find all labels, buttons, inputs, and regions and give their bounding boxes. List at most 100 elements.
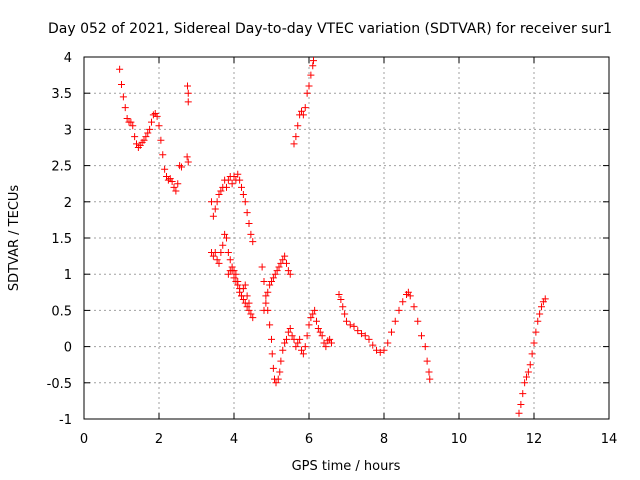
data-point [243, 209, 251, 217]
data-point [298, 346, 305, 354]
data-point [176, 162, 184, 170]
data-point [129, 122, 137, 130]
data-point [232, 270, 240, 278]
data-point [388, 328, 395, 336]
y-tick-labels: -1 -0.5 0 0.5 1 1.5 2 2.5 3 3.5 4 [47, 51, 72, 428]
data-point [406, 292, 414, 300]
data-point [524, 368, 532, 376]
data-point [266, 281, 274, 289]
data-point [519, 390, 527, 398]
data-point [223, 183, 230, 191]
data-point [184, 98, 192, 106]
data-point [313, 317, 320, 325]
data-point [228, 263, 236, 271]
data-point [260, 306, 268, 314]
y-tick-label: 0 [64, 341, 72, 356]
data-point [358, 330, 365, 338]
data-point [339, 303, 347, 311]
y-tick-label: 2 [64, 196, 72, 211]
data-point [217, 248, 225, 256]
data-point [226, 256, 234, 264]
data-point [275, 263, 283, 271]
data-point [423, 357, 431, 365]
data-point [217, 187, 225, 195]
data-point [142, 133, 150, 141]
data-point [365, 335, 373, 343]
data-point [298, 107, 305, 115]
grid-lines [84, 57, 609, 419]
data-point [320, 339, 328, 347]
y-tick-label: 3 [64, 123, 72, 138]
data-point [311, 306, 319, 314]
data-point [243, 303, 251, 311]
data-point [279, 346, 287, 354]
data-point [414, 317, 422, 325]
data-point [526, 361, 534, 369]
data-point [146, 125, 154, 133]
data-point [269, 364, 277, 372]
data-point [184, 89, 192, 97]
data-point [309, 62, 317, 70]
data-point [213, 198, 221, 206]
data-point [262, 292, 270, 300]
data-point [305, 321, 313, 329]
data-point [418, 332, 425, 340]
data-point [376, 348, 384, 356]
data-point [404, 288, 412, 296]
data-point [268, 277, 275, 285]
data-point [354, 327, 362, 335]
data-point [223, 234, 230, 242]
data-point [234, 170, 242, 178]
data-point [215, 259, 223, 267]
data-point [284, 267, 292, 275]
data-point [523, 373, 530, 381]
data-point [399, 298, 407, 306]
data-point [350, 322, 358, 330]
data-point [277, 357, 285, 365]
data-point [230, 274, 238, 282]
data-point [238, 183, 245, 191]
data-point [301, 343, 309, 351]
data-point [307, 314, 315, 322]
data-point [309, 310, 317, 318]
data-point [335, 290, 343, 298]
data-point [395, 306, 403, 314]
data-point [118, 81, 125, 89]
data-point [221, 230, 229, 238]
data-point [292, 343, 300, 351]
data-point [538, 303, 545, 311]
data-point [172, 187, 180, 195]
x-axis-label: GPS time / hours [292, 459, 401, 474]
data-point [296, 335, 304, 343]
data-point [247, 230, 255, 238]
data-point [230, 267, 238, 275]
data-point [294, 122, 302, 130]
data-point [163, 172, 170, 180]
data-point [245, 306, 253, 314]
data-point [541, 295, 549, 303]
data-point [245, 220, 253, 228]
axis-ticks [83, 56, 610, 420]
data-point [391, 317, 399, 325]
data-point [303, 89, 311, 97]
data-point [184, 82, 191, 90]
data-point [343, 317, 350, 325]
data-point [294, 339, 302, 347]
data-point [121, 104, 129, 112]
y-tick-label: 4 [64, 51, 72, 66]
data-point [273, 267, 281, 275]
y-tick-label: 2.5 [51, 160, 72, 175]
data-point [215, 191, 223, 199]
data-point [153, 112, 161, 120]
data-point [123, 115, 131, 123]
data-point [239, 285, 247, 293]
data-point [425, 368, 433, 376]
chart-title: Day 052 of 2021, Sidereal Day-to-day VTE… [48, 21, 612, 37]
data-point [269, 274, 277, 282]
data-point [116, 65, 124, 73]
data-point [159, 151, 167, 159]
data-point [241, 198, 249, 206]
data-point [530, 339, 538, 347]
data-point [213, 256, 221, 264]
